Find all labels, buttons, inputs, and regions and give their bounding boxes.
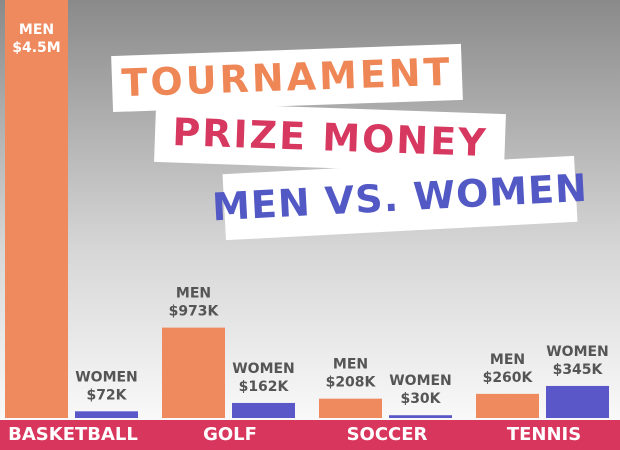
title-bg xyxy=(222,155,578,241)
x-tick-label: TENNIS xyxy=(507,424,581,445)
bar xyxy=(162,327,225,418)
title-box-1: TOURNAMENT xyxy=(111,43,463,113)
value-label: $72K xyxy=(86,387,127,403)
bar xyxy=(389,415,452,418)
value-label: $973K xyxy=(169,304,220,320)
series-label: MEN xyxy=(176,286,211,302)
title-bg xyxy=(111,43,463,113)
series-label: MEN xyxy=(490,352,525,368)
series-label: MEN xyxy=(19,22,54,38)
series-label: WOMEN xyxy=(389,373,452,389)
x-tick-label: GOLF xyxy=(203,424,257,445)
series-label: WOMEN xyxy=(75,369,138,385)
bar xyxy=(75,411,138,418)
value-label: $260K xyxy=(483,370,534,386)
series-label: MEN xyxy=(333,357,368,373)
title-box-3: MEN VS. WOMEN xyxy=(211,155,589,241)
bar xyxy=(546,385,609,418)
category-strip xyxy=(0,420,620,450)
series-label: WOMEN xyxy=(546,344,609,360)
x-tick-label: SOCCER xyxy=(347,424,428,445)
value-label: $4.5M xyxy=(12,40,60,56)
value-label: $162K xyxy=(239,379,290,395)
bar xyxy=(5,0,68,418)
title-box-2: PRIZE MONEY xyxy=(154,101,506,175)
value-label: $208K xyxy=(326,375,377,391)
bar xyxy=(232,402,295,418)
series-label: WOMEN xyxy=(232,361,295,377)
x-tick-label: BASKETBALL xyxy=(8,424,138,445)
bar xyxy=(319,398,382,418)
value-label: $345K xyxy=(553,362,604,378)
bars: MEN $4.5M WOMEN $72K MEN $973K WOMEN $162K MEN $2… xyxy=(5,0,609,418)
value-label: $30K xyxy=(400,391,441,407)
title-bg xyxy=(154,101,506,175)
bar xyxy=(476,393,539,418)
